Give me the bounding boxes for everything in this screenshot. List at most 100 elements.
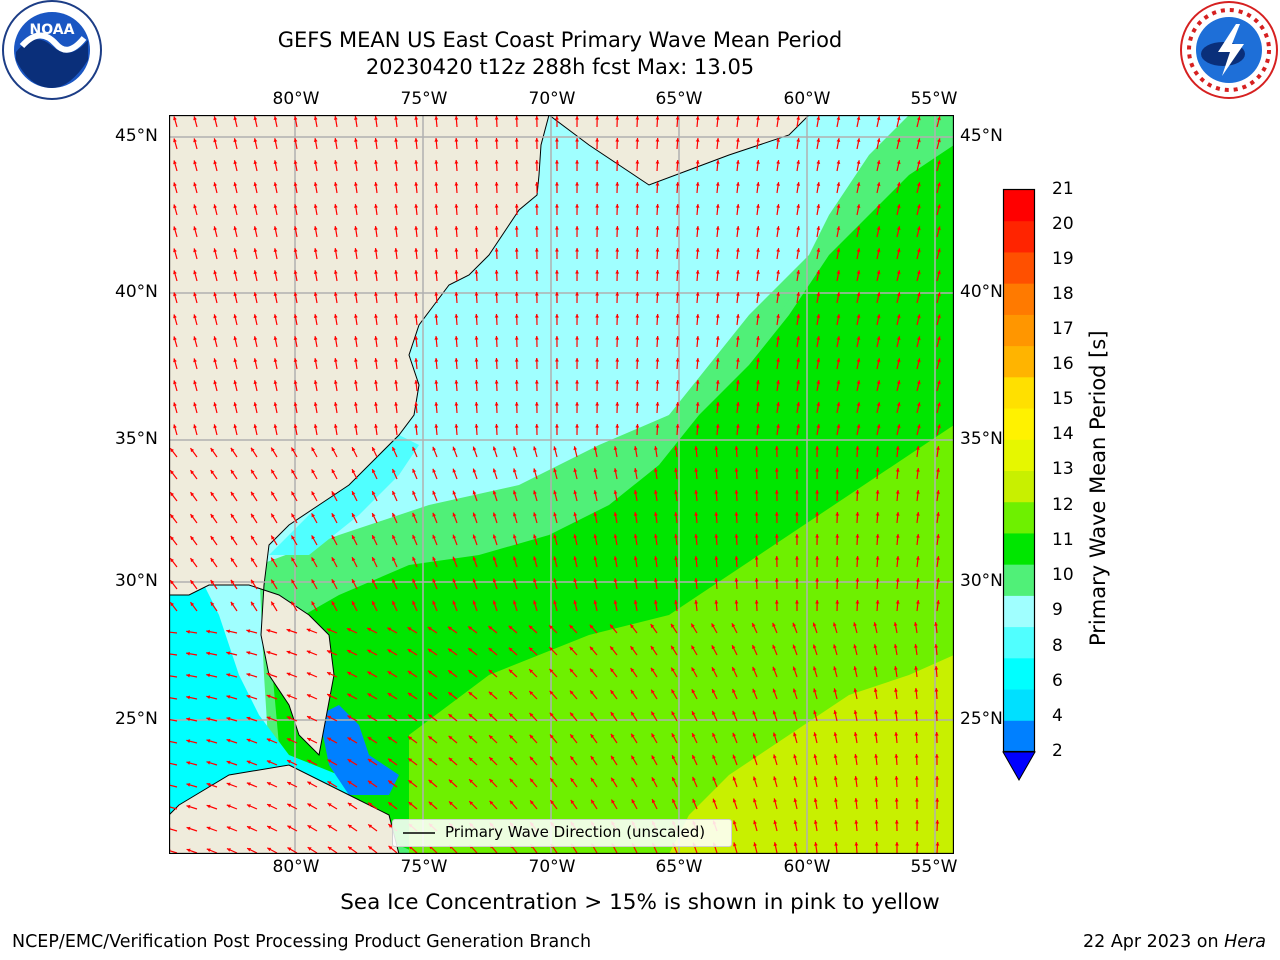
wave-direction-arrowhead <box>474 380 479 384</box>
colorbar-tick-16: 16 <box>1052 354 1074 374</box>
wave-direction-arrowhead <box>756 138 760 142</box>
wave-direction-arrowhead <box>327 693 332 698</box>
wave-direction-arrowhead <box>753 820 757 825</box>
wave-direction-arrowhead <box>776 424 780 428</box>
wave-direction-arrowhead <box>509 735 514 739</box>
wave-direction-arrowhead <box>233 248 238 253</box>
wave-direction-arrowhead <box>190 558 195 563</box>
wave-direction-arrowhead <box>394 248 399 252</box>
wave-direction-arrowhead <box>715 358 720 362</box>
wave-direction-arrowhead <box>615 182 620 186</box>
wave-direction-arrowhead <box>331 513 336 518</box>
wave-direction-arrowhead <box>853 622 857 627</box>
wave-direction-arrowhead <box>575 226 579 230</box>
wave-direction-arrowhead <box>271 535 275 540</box>
wave-direction-arrowhead <box>875 512 880 516</box>
wave-direction-arrowhead <box>474 204 479 208</box>
wave-direction-arrowhead <box>468 757 473 762</box>
wave-direction-arrowhead <box>876 402 881 407</box>
wave-direction-arrowhead <box>230 491 235 496</box>
wave-direction-arrowhead <box>273 226 278 231</box>
wave-direction-arrowhead <box>635 292 640 296</box>
wave-direction-arrowhead <box>394 160 399 164</box>
wave-direction-arrowhead <box>935 820 940 824</box>
wave-direction-arrowhead <box>796 314 801 318</box>
wave-direction-arrowhead <box>675 336 680 340</box>
wave-direction-arrowhead <box>407 649 412 653</box>
wave-direction-arrowhead <box>833 776 838 780</box>
wave-direction-arrowhead <box>712 711 716 716</box>
wave-direction-arrowhead <box>553 578 557 583</box>
wave-direction-arrowhead <box>915 534 920 538</box>
wave-direction-arrowhead <box>434 160 439 164</box>
colorbar-cell <box>1004 252 1034 285</box>
wave-direction-arrowhead <box>190 470 195 475</box>
wave-direction-arrowhead <box>186 629 190 634</box>
wave-direction-arrowhead <box>894 776 899 780</box>
wave-direction-arrowhead <box>896 182 901 187</box>
wave-direction-arrowhead <box>414 160 419 164</box>
wave-direction-arrowhead <box>593 600 598 605</box>
colorbar-cell <box>1004 190 1034 222</box>
wave-direction-arrowhead <box>246 651 251 655</box>
wave-direction-arrowhead <box>333 182 338 186</box>
wave-direction-arrowhead <box>937 358 941 363</box>
wave-direction-arrowhead <box>895 446 900 450</box>
wave-direction-arrowhead <box>307 803 312 807</box>
colorbar-cell <box>1004 377 1034 410</box>
wave-direction-arrowhead <box>326 650 331 654</box>
wave-direction-arrowhead <box>306 650 311 654</box>
wave-direction-arrowhead <box>186 783 191 787</box>
lon-label-bottom-65w: 65°W <box>655 857 703 877</box>
wave-direction-arrowhead <box>756 204 760 208</box>
wave-direction-arrowhead <box>731 623 736 628</box>
wave-direction-arrowhead <box>173 248 177 253</box>
wave-direction-arrowhead <box>915 512 920 516</box>
wave-direction-arrowhead <box>916 358 921 363</box>
wave-direction-arrowhead <box>813 820 818 824</box>
wave-direction-arrowhead <box>428 779 433 784</box>
wave-direction-arrowhead <box>213 248 218 253</box>
wave-direction-arrowhead <box>193 314 197 319</box>
wave-direction-arrowhead <box>776 182 780 186</box>
wave-direction-arrowhead <box>650 645 655 650</box>
wave-direction-arrowhead <box>835 490 840 494</box>
wave-direction-arrowhead <box>549 668 554 673</box>
wave-direction-arrowhead <box>855 534 860 538</box>
wave-direction-arrowhead <box>170 558 174 563</box>
wave-direction-arrowhead <box>550 800 555 805</box>
wave-direction-arrowhead <box>553 534 557 539</box>
wave-direction-arrowhead <box>488 669 493 674</box>
wave-direction-arrowhead <box>387 671 392 675</box>
wave-direction-arrowhead <box>595 292 600 296</box>
wave-direction-arrowhead <box>714 490 719 494</box>
wave-direction-arrowhead <box>734 556 739 560</box>
colorbar-cell <box>1004 564 1034 597</box>
wave-direction-arrowhead <box>474 226 479 230</box>
wave-direction-arrowhead <box>735 226 740 230</box>
wave-direction-arrowhead <box>313 138 318 142</box>
wave-direction-arrowhead <box>230 469 235 474</box>
wave-direction-arrowhead <box>388 824 393 828</box>
region-bank <box>319 705 399 795</box>
wave-direction-arrowhead <box>408 780 413 784</box>
wave-direction-arrowhead <box>555 204 559 208</box>
region-12-13s <box>669 655 954 854</box>
wave-direction-arrowhead <box>835 578 840 582</box>
wave-direction-arrowhead <box>635 314 640 318</box>
wave-direction-arrowhead <box>374 226 378 230</box>
wave-direction-arrowhead <box>414 270 419 274</box>
wave-direction-arrowhead <box>590 690 594 695</box>
wave-direction-arrowhead <box>474 424 479 428</box>
wave-direction-arrowhead <box>813 710 817 715</box>
wave-direction-arrowhead <box>374 380 378 384</box>
wave-direction-arrowhead <box>549 647 554 651</box>
wave-direction-arrowhead <box>715 314 720 318</box>
wave-direction-arrowhead <box>206 739 211 743</box>
wave-direction-arrowhead <box>428 692 433 697</box>
wave-direction-arrowhead <box>170 580 174 585</box>
wave-direction-arrowhead <box>514 226 519 230</box>
wave-direction-arrowhead <box>286 716 291 720</box>
wave-direction-arrowhead <box>306 628 311 633</box>
wave-direction-arrowhead <box>815 446 820 450</box>
